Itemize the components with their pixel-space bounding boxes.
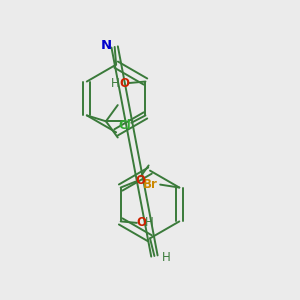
Text: Br: Br (143, 178, 158, 191)
Text: H: H (111, 76, 120, 89)
Text: Cl: Cl (118, 118, 131, 132)
Text: H: H (145, 216, 154, 230)
Text: N: N (101, 39, 112, 52)
Text: O: O (136, 174, 146, 187)
Text: O: O (119, 76, 129, 89)
Text: H: H (162, 251, 171, 264)
Text: O: O (136, 216, 147, 230)
